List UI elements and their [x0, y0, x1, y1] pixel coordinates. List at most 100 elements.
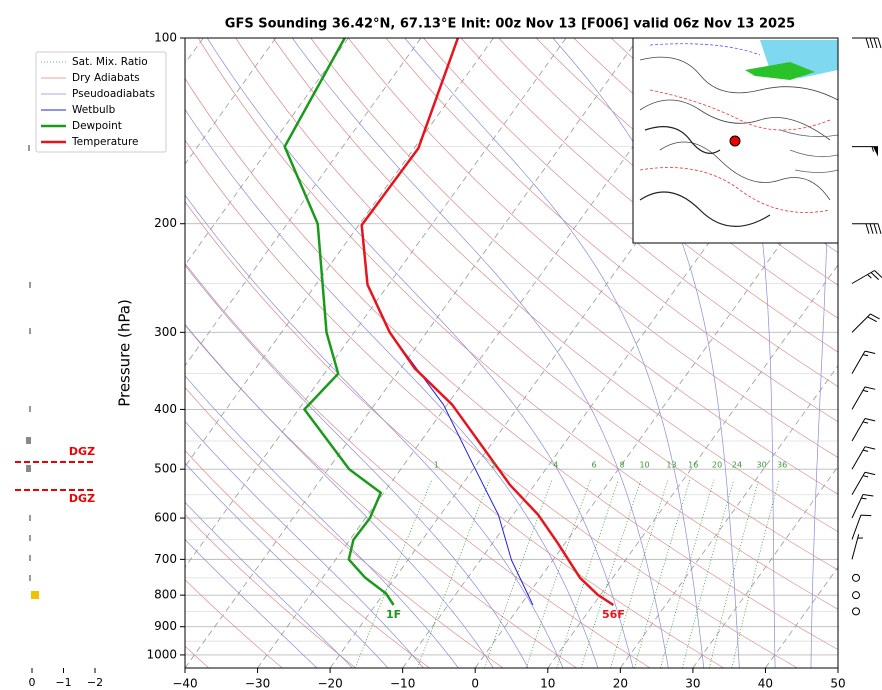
x-tick-label: 50	[830, 677, 845, 690]
wind-barb	[851, 534, 863, 560]
wind-barb	[851, 313, 880, 333]
x-tick-label: 0	[471, 677, 479, 690]
mixing-ratio-label: 36	[777, 461, 787, 470]
y-tick-label: 800	[154, 588, 177, 602]
mixing-ratio-line	[525, 479, 591, 668]
y-tick-label: 100	[154, 31, 177, 45]
y-tick-label: 600	[154, 511, 177, 525]
pseudoadiabat	[185, 323, 494, 668]
barb-staff	[851, 313, 880, 333]
dry-adiabat	[185, 324, 577, 668]
dry-adiabat	[498, 38, 838, 319]
barb-staff	[852, 223, 882, 234]
x-tick-label: 20	[613, 677, 628, 690]
side-panel: DGZ DGZ 0 −1 −2	[15, 145, 103, 689]
mixing-ratio-label: 1	[434, 461, 439, 470]
barb-staff	[851, 446, 876, 470]
dry-adiabat	[272, 38, 838, 533]
profile-line	[360, 38, 615, 607]
y-tick-label: 700	[154, 552, 177, 566]
dry-adiabat	[385, 38, 838, 423]
mixing-ratio-label: 13	[666, 461, 676, 470]
wind-barb	[852, 573, 860, 582]
dry-adiabat	[235, 38, 838, 571]
mixing-ratio-line	[681, 479, 735, 668]
pseudoadiabat	[185, 264, 529, 668]
wind-barb	[851, 386, 876, 410]
dry-adiabat	[197, 38, 838, 610]
mixing-ratio-line	[708, 479, 760, 668]
barb-staff	[851, 534, 863, 560]
legend-label: Temperature	[71, 136, 139, 148]
y-tick-label: 300	[154, 325, 177, 339]
dry-adiabat	[185, 139, 798, 668]
dry-adiabat	[185, 514, 357, 668]
wind-barb	[851, 270, 882, 284]
pseudoadiabat	[810, 38, 830, 668]
mixing-ratio-label: 20	[712, 461, 722, 470]
pseudoadiabat	[185, 501, 353, 668]
mixing-ratio-line	[660, 479, 715, 668]
side-x-tick-label: −2	[87, 676, 103, 689]
side-x-tick-label: −1	[55, 676, 71, 689]
legend-label: Dry Adiabats	[72, 72, 140, 84]
barb-staff	[851, 417, 876, 442]
legend-label: Wetbulb	[72, 104, 116, 116]
pseudoadiabat	[185, 538, 318, 668]
dry-adiabat	[185, 262, 651, 668]
pseudoadiabat	[206, 38, 634, 668]
wind-barb	[852, 607, 860, 616]
barb-staff	[852, 146, 878, 152]
profile-line	[389, 332, 534, 606]
dry-adiabat	[185, 201, 724, 668]
plot-frame	[184, 37, 839, 669]
x-tick-label: 40	[758, 677, 773, 690]
barb-staff	[851, 350, 876, 374]
wind-barb	[852, 37, 882, 49]
y-axis-title: Pressure (hPa)	[116, 299, 134, 407]
wind-barb	[852, 591, 860, 600]
barb-staff	[852, 37, 882, 49]
surface-label: 1F	[386, 608, 401, 621]
dgz-label: DGZ	[69, 492, 95, 505]
dry-adiabat	[185, 450, 430, 668]
wind-barb	[852, 223, 882, 234]
dry-adiabat	[423, 38, 838, 387]
wind-barb	[851, 417, 876, 442]
x-tick-label: −10	[390, 677, 415, 690]
barb-staff	[851, 471, 876, 496]
y-tick-label: 900	[154, 619, 177, 633]
mixing-ratio-label: 30	[757, 461, 767, 470]
mixing-ratio-label: 24	[732, 461, 742, 470]
pseudoadiabat	[185, 375, 459, 668]
dry-adiabat	[460, 38, 838, 353]
pseudoadiabat	[552, 38, 740, 668]
pseudoadiabat	[185, 194, 564, 668]
y-tick-label: 400	[154, 402, 177, 416]
dgz-label: DGZ	[69, 445, 95, 458]
side-x-tick-label: 0	[29, 676, 36, 689]
mixing-ratio-label: 10	[639, 461, 649, 470]
mixing-ratio-label: 16	[688, 461, 698, 470]
pseudoadiabat	[292, 38, 669, 668]
x-tick-label: −30	[245, 677, 270, 690]
pseudoadiabat	[711, 38, 776, 668]
barb-pennant	[873, 146, 878, 157]
pseudoadiabat	[185, 420, 424, 668]
mixing-ratio-label: 6	[592, 461, 597, 470]
wind-barb	[851, 446, 876, 470]
legend: Sat. Mix. Ratio Dry Adiabats Pseudoadiabat…	[35, 51, 167, 153]
mixing-ratio-label: 4	[553, 461, 558, 470]
y-tick-label: 1000	[146, 647, 177, 661]
x-tick-label: 30	[685, 677, 700, 690]
wind-barb	[851, 514, 872, 540]
wind-barb	[851, 471, 876, 496]
legend-label: Sat. Mix. Ratio	[72, 56, 148, 68]
dry-adiabat	[348, 38, 838, 458]
wind-barb	[851, 494, 874, 519]
mixing-ratio-label: 8	[620, 461, 625, 470]
legend-label: Pseudoadiabats	[72, 88, 155, 100]
barb-staff	[851, 270, 882, 284]
surface-label: 56F	[602, 608, 625, 621]
